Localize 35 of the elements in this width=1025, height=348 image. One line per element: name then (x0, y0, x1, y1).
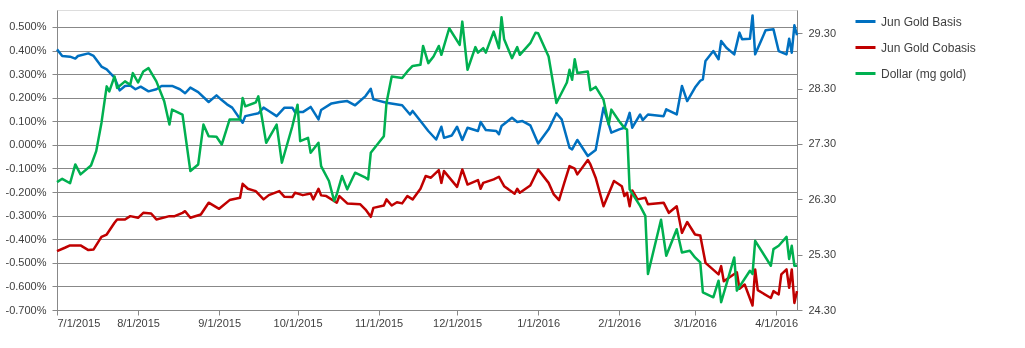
y2-tick-label: 29.30 (808, 26, 837, 39)
x-tick-label: 7/1/2015 (57, 316, 101, 329)
legend-label: Jun Gold Basis (881, 14, 962, 29)
line-series (55, 14, 799, 158)
y-tick-label: -0.200% (5, 185, 47, 198)
y-tick-label: 0.100% (9, 114, 47, 127)
y-tick-label: -0.500% (5, 256, 47, 269)
y-tick-label: -0.600% (5, 279, 47, 292)
line-series (55, 158, 799, 307)
y2-tick-label: 25.30 (808, 248, 837, 261)
x-tick-label: 11/1/2015 (355, 316, 404, 329)
x-tick-label: 3/1/2016 (674, 316, 717, 329)
y-tick-label: 0.000% (9, 138, 47, 151)
x-tick-label: 12/1/2015 (433, 316, 483, 329)
y-tick-label: 0.400% (9, 44, 47, 57)
legend-label: Dollar (mg gold) (881, 66, 967, 81)
y2-tick-label: 28.30 (808, 82, 837, 95)
y-tick-label: -0.700% (5, 303, 47, 316)
x-tick-label: 10/1/2015 (273, 316, 323, 329)
x-tick-label: 1/1/2016 (517, 316, 561, 329)
y-tick-label: -0.100% (5, 161, 47, 174)
y-tick-label: -0.300% (5, 209, 47, 222)
x-tick-label: 4/1/2016 (755, 316, 798, 329)
x-tick-label: 9/1/2015 (198, 316, 242, 329)
x-tick-label: 2/1/2016 (598, 316, 642, 329)
y2-tick-label: 24.30 (808, 303, 837, 316)
y-tick-label: 0.300% (9, 67, 47, 80)
y-tick-label: 0.500% (9, 20, 47, 33)
line-series (55, 15, 799, 304)
y-tick-label: -0.400% (5, 232, 47, 245)
legend-label: Jun Gold Cobasis (881, 40, 976, 55)
x-tick-label: 8/1/2015 (117, 316, 160, 329)
y2-tick-label: 26.30 (808, 192, 837, 205)
y-tick-label: 0.200% (9, 91, 47, 104)
y2-tick-label: 27.30 (808, 137, 837, 150)
